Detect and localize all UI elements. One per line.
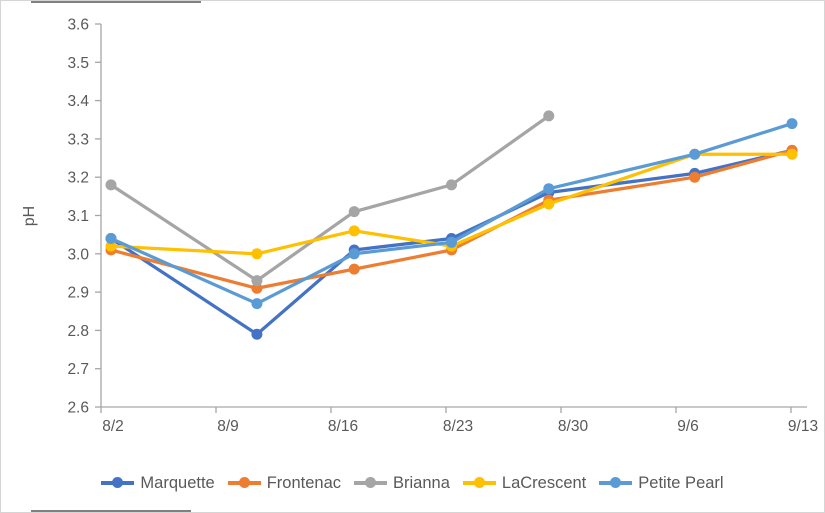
y-tick-label: 2.6 — [67, 400, 89, 417]
y-tick-label: 3.5 — [67, 55, 89, 72]
y-tick-label: 2.9 — [67, 285, 89, 302]
series-marker-brianna[interactable] — [446, 179, 458, 191]
legend-line-marker-icon — [462, 477, 496, 489]
series-marker-brianna[interactable] — [105, 179, 117, 191]
legend-label: Petite Pearl — [638, 473, 724, 492]
panel-edge-bottom — [31, 510, 191, 512]
x-tick-label: 9/6 — [677, 418, 699, 435]
series-marker-petite-pearl[interactable] — [105, 232, 117, 244]
legend-label: Marquette — [140, 473, 215, 492]
series-marker-frontenac[interactable] — [348, 263, 360, 275]
y-tick-label: 3.3 — [67, 131, 89, 148]
series-marker-petite-pearl[interactable] — [543, 183, 555, 195]
y-tick-label: 3.0 — [67, 246, 89, 263]
legend-dot-icon — [238, 477, 250, 489]
series-marker-lacrescent[interactable] — [543, 198, 555, 210]
legend-line-marker-icon — [354, 477, 388, 489]
legend-item-lacrescent[interactable]: LaCrescent — [462, 473, 587, 493]
series-marker-petite-pearl[interactable] — [689, 148, 701, 160]
x-tick-label: 8/9 — [217, 418, 239, 435]
y-tick-label: 2.8 — [67, 323, 89, 340]
y-tick-label: 3.1 — [67, 208, 89, 225]
panel-edge-top — [31, 1, 201, 3]
ph-line-chart: 2.6 2.7 2.8 2.9 3.0 3.1 3.2 3.3 3.4 3.5 3.6 8/2 8/9 8… — [21, 17, 818, 436]
chart-legend: Marquette Frontenac Brianna LaCrescent Petit… — [1, 467, 824, 499]
x-tick-label: 8/16 — [328, 418, 358, 435]
series-marker-brianna[interactable] — [543, 110, 555, 122]
y-tick-label: 3.4 — [67, 93, 89, 110]
series-line-brianna[interactable] — [109, 114, 551, 283]
series-marker-frontenac[interactable] — [251, 282, 263, 294]
legend-dot-icon — [112, 477, 124, 489]
series-marker-lacrescent[interactable] — [251, 248, 263, 260]
x-tick-label: 8/30 — [558, 418, 589, 435]
series-marker-lacrescent[interactable] — [786, 148, 798, 160]
y-tick-label: 3.2 — [67, 170, 89, 187]
legend-dot-icon — [610, 477, 622, 489]
legend-line-marker-icon — [599, 477, 633, 489]
x-tick-label: 9/13 — [788, 418, 818, 435]
series-marker-lacrescent[interactable] — [105, 240, 117, 252]
series-marker-petite-pearl[interactable] — [786, 118, 798, 130]
y-axis-title: pH — [21, 206, 38, 226]
legend-line-marker-icon — [227, 477, 261, 489]
series-marker-brianna[interactable] — [251, 275, 263, 287]
legend-label: Brianna — [393, 473, 450, 492]
series-marker-lacrescent[interactable] — [348, 225, 360, 237]
legend-item-frontenac[interactable]: Frontenac — [227, 473, 342, 493]
legend-label: LaCrescent — [501, 473, 587, 492]
legend-item-brianna[interactable]: Brianna — [354, 474, 450, 493]
legend-dot-icon — [365, 477, 377, 489]
x-tick-label: 8/2 — [102, 418, 124, 435]
series-marker-petite-pearl[interactable] — [348, 248, 360, 260]
legend-label: Frontenac — [266, 473, 342, 492]
series-marker-frontenac[interactable] — [689, 171, 701, 183]
series-marker-petite-pearl[interactable] — [251, 298, 263, 310]
legend-dot-icon — [473, 477, 485, 489]
y-tick-label: 3.6 — [67, 17, 89, 34]
y-tick-label: 2.7 — [67, 361, 89, 378]
legend-line-marker-icon — [101, 477, 135, 489]
legend-item-marquette[interactable]: Marquette — [101, 473, 215, 493]
series-marker-petite-pearl[interactable] — [446, 236, 458, 248]
series-marker-marquette[interactable] — [251, 328, 263, 340]
x-tick-label: 8/23 — [443, 418, 473, 435]
legend-item-petite-pearl[interactable]: Petite Pearl — [599, 473, 724, 493]
series-marker-brianna[interactable] — [348, 206, 360, 218]
